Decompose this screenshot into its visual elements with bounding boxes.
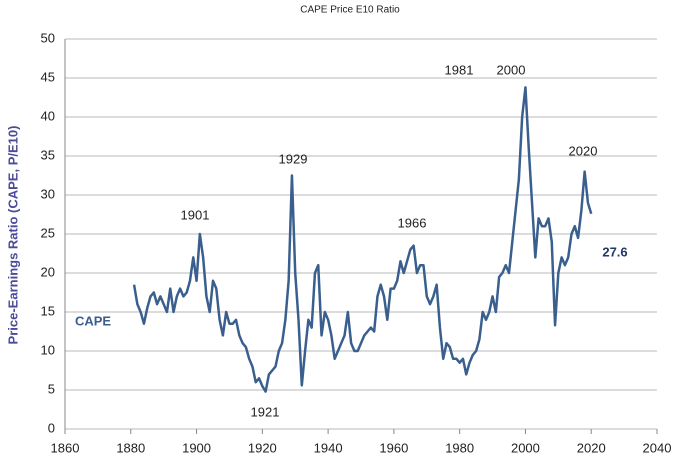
annotation: 1966	[398, 215, 427, 230]
x-tick-label: 2040	[643, 440, 672, 455]
y-tick-label: 20	[41, 264, 55, 279]
annotation: 1921	[251, 404, 280, 419]
y-tick-label: 15	[41, 303, 55, 318]
legend-label: CAPE	[75, 313, 111, 328]
data-label: 27.6	[602, 244, 627, 259]
x-tick-label: 1940	[314, 440, 343, 455]
x-tick-label: 1900	[182, 440, 211, 455]
y-tick-label: 10	[41, 342, 55, 357]
cape-line	[132, 86, 593, 393]
annotation: 2020	[569, 143, 598, 158]
y-axis-label: Price-Earnings Ratio (CAPE, P/E10)	[5, 126, 20, 345]
y-tick-label: 50	[41, 30, 55, 45]
x-tick-label: 2020	[577, 440, 606, 455]
x-tick-label: 1880	[116, 440, 145, 455]
y-tick-label: 25	[41, 225, 55, 240]
y-tick-label: 0	[48, 420, 55, 435]
annotation: 1929	[279, 151, 308, 166]
annotation: 1901	[181, 207, 210, 222]
chart-title: CAPE Price E10 Ratio	[300, 5, 400, 16]
y-tick-label: 5	[48, 381, 55, 396]
x-tick-label: 1980	[445, 440, 474, 455]
annotation: 1981	[445, 62, 474, 77]
x-tick-label: 2000	[511, 440, 540, 455]
x-tick-label: 1960	[379, 440, 408, 455]
x-tick-label: 1920	[248, 440, 277, 455]
annotation: 2000	[497, 62, 526, 77]
y-tick-label: 30	[41, 186, 55, 201]
y-tick-label: 40	[41, 108, 55, 123]
x-tick-label: 1860	[51, 440, 80, 455]
y-tick-label: 45	[41, 69, 55, 84]
y-tick-label: 35	[41, 147, 55, 162]
